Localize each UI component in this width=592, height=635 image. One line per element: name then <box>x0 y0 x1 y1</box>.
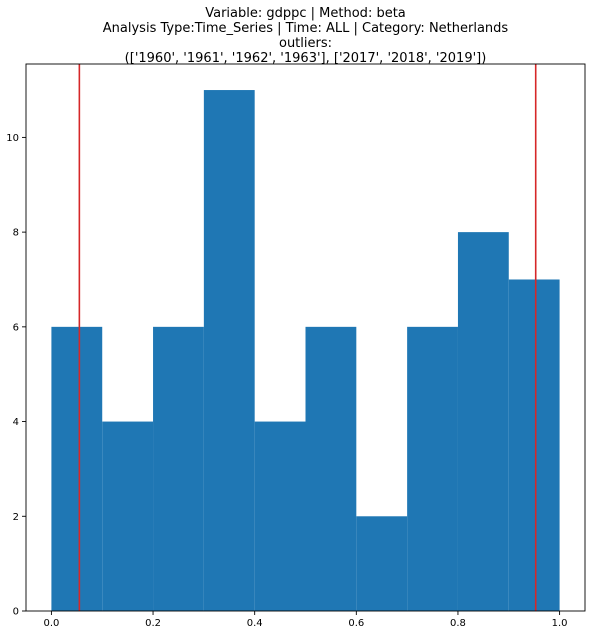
histogram-bar <box>102 421 154 611</box>
x-tick-label: 0.8 <box>450 618 466 629</box>
y-tick-label: 2 <box>13 512 19 523</box>
x-tick-label: 0.2 <box>145 618 161 629</box>
histogram-bar <box>356 516 408 611</box>
histogram-bar <box>407 326 458 611</box>
y-tick-label: 4 <box>13 417 19 428</box>
histogram-bar <box>153 326 204 611</box>
x-tick-label: 1.0 <box>552 618 568 629</box>
histogram-bar <box>203 90 255 612</box>
plot-frame <box>25 63 586 612</box>
histogram-bar <box>254 421 306 611</box>
axes-frame <box>25 63 586 612</box>
x-tick-label: 0.4 <box>247 618 263 629</box>
histogram-bar <box>457 232 509 611</box>
chart-title-line: Variable: gdppc | Method: beta <box>205 6 406 21</box>
x-axis-ticks: 0.0 0.2 0.4 0.6 0.8 1.0 <box>43 611 568 629</box>
x-tick-label: 0.6 <box>348 618 364 629</box>
chart-title-line: (['1960', '1961', '1962', '1963'], ['201… <box>125 51 487 66</box>
y-tick-label: 8 <box>13 228 19 239</box>
outlier-threshold-lines <box>78 64 537 611</box>
histogram-bar <box>51 326 103 611</box>
histogram-bar <box>305 326 357 611</box>
y-tick-label: 0 <box>13 607 19 618</box>
x-tick-label: 0.0 <box>43 618 59 629</box>
chart-title-line: outliers: <box>279 36 332 51</box>
y-axis-ticks: 0 2 4 6 8 10 <box>6 133 26 618</box>
y-tick-label: 6 <box>13 322 19 333</box>
bars <box>51 90 560 612</box>
chart-title-line: Analysis Type:Time_Series | Time: ALL | … <box>103 21 509 36</box>
histogram-bar <box>508 279 560 611</box>
y-tick-label: 10 <box>6 133 19 144</box>
